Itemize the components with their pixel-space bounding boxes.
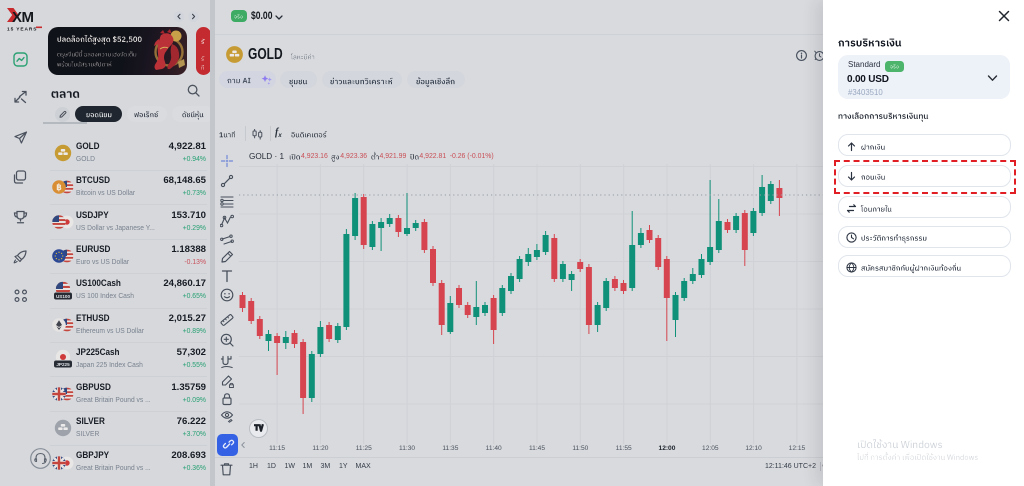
svg-text:฿: ฿ bbox=[56, 182, 62, 192]
svg-text:15 YEARS: 15 YEARS bbox=[7, 27, 37, 33]
svg-text:JP225: JP225 bbox=[56, 362, 70, 367]
svg-text:XM: XM bbox=[12, 9, 34, 26]
svg-text:US100: US100 bbox=[56, 293, 70, 298]
